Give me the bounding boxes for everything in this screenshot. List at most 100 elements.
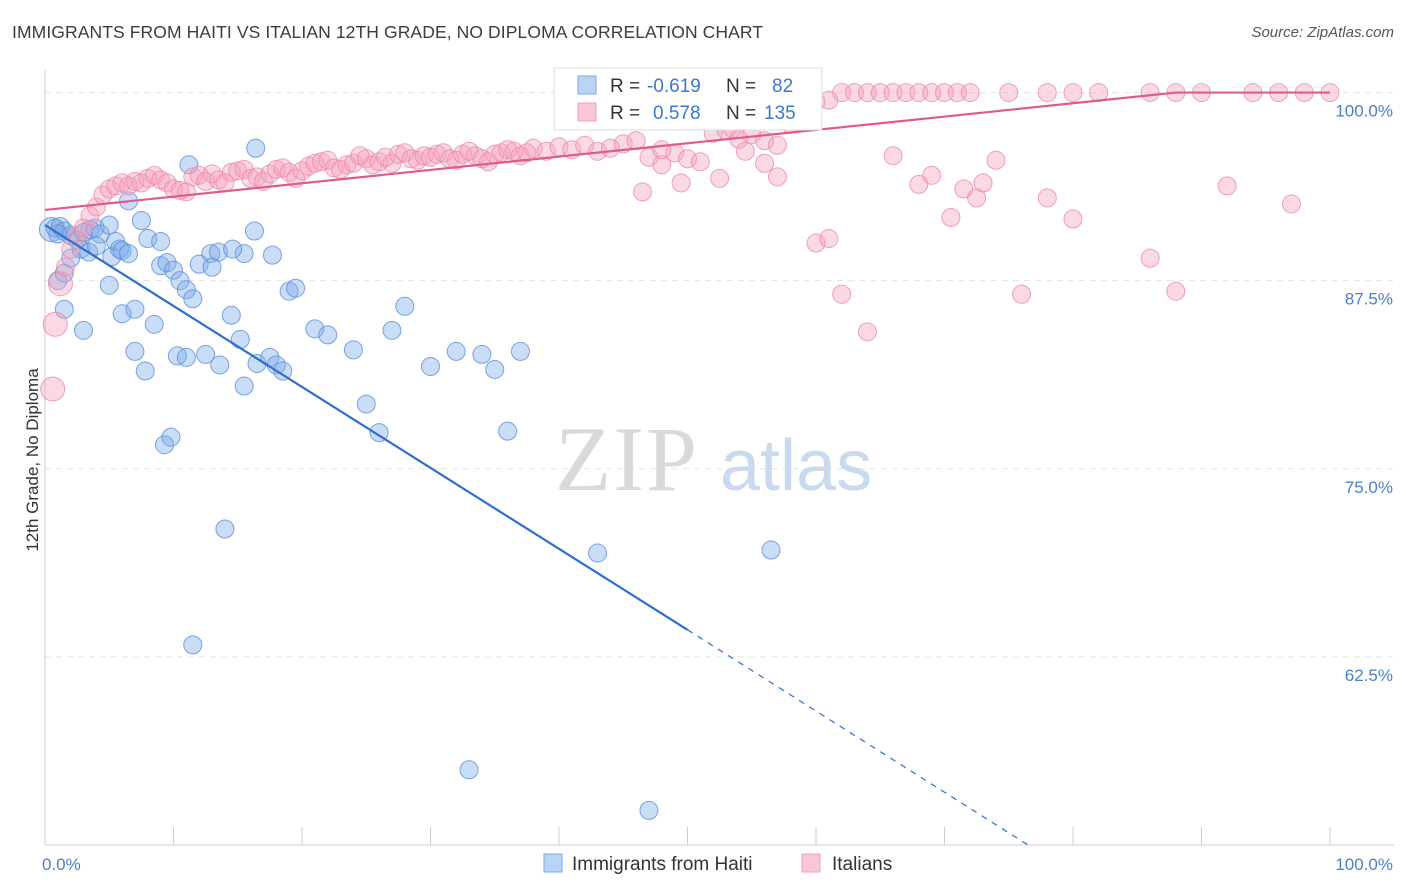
italians-point-14 — [125, 171, 145, 191]
italians-point-55 — [388, 144, 408, 164]
italians-point-130 — [806, 233, 826, 253]
italians-point-147 — [1217, 176, 1237, 196]
italians-point-77 — [536, 141, 556, 161]
haiti-point-18 — [102, 247, 122, 267]
italians-point-145 — [1140, 248, 1160, 268]
legend-frame — [553, 67, 823, 131]
italians-point-113 — [1063, 83, 1083, 103]
haiti-point-54 — [305, 319, 325, 339]
italians-point-45 — [324, 158, 344, 178]
italians-point-3 — [56, 257, 76, 277]
haiti-point-56 — [343, 340, 363, 360]
italians-point-111 — [999, 83, 1019, 103]
haiti-point-81 — [183, 635, 203, 655]
haiti-point-76 — [210, 355, 230, 375]
legend-n-label-italians: N = — [726, 103, 756, 124]
italians-point-88 — [678, 149, 697, 169]
haiti-point-22 — [131, 210, 151, 230]
haiti-point-53 — [286, 278, 306, 298]
italians-point-86 — [652, 155, 672, 175]
bottom-legend: Immigrants from Haiti Italians — [543, 853, 892, 875]
haiti-point-44 — [189, 254, 209, 274]
italians-point-0 — [40, 376, 66, 402]
italians-point-36 — [266, 159, 286, 179]
italians-point-133 — [857, 322, 877, 342]
legend-swatch-italians — [577, 102, 597, 122]
haiti-point-69 — [125, 341, 145, 361]
italians-point-20 — [164, 179, 183, 199]
italians-point-76 — [523, 138, 543, 158]
italians-point-134 — [883, 146, 903, 166]
legend-box: R = -0.619 N = 82 R = 0.578 N = 135 — [553, 67, 823, 131]
haiti-point-10 — [99, 215, 119, 235]
haiti-point-62 — [446, 341, 466, 361]
italians-point-143 — [1037, 188, 1057, 208]
italians-point-132 — [832, 284, 852, 304]
italians-point-42 — [305, 153, 325, 173]
haiti-point-29 — [244, 221, 264, 241]
axes — [44, 70, 1394, 846]
italians-point-128 — [755, 153, 775, 173]
x-tick-label-1: 100.0% — [1335, 855, 1393, 874]
haiti-point-48 — [234, 376, 254, 396]
legend-r-label-haiti: R = — [610, 76, 640, 97]
legend-n-value-italians: 135 — [764, 103, 796, 124]
legend-r-value-italians: 0.578 — [653, 103, 701, 124]
italians-point-83 — [613, 134, 633, 154]
italians-point-123 — [652, 140, 672, 160]
italians-point-57 — [401, 149, 421, 169]
italians-point-23 — [183, 167, 203, 187]
italians-point-125 — [710, 168, 730, 188]
italians-point-84 — [626, 131, 646, 151]
x-tick-label-0: 0.0% — [42, 855, 81, 874]
haiti-point-25 — [179, 155, 199, 175]
haiti-trend-line-extension — [687, 629, 1029, 846]
legend-n-label-haiti: N = — [726, 76, 756, 97]
haiti-point-78 — [215, 519, 235, 539]
italians-point-110 — [960, 83, 980, 103]
haiti-point-64 — [485, 359, 505, 379]
italians-point-72 — [498, 140, 518, 160]
italians-point-131 — [819, 229, 839, 249]
italians-point-127 — [735, 141, 755, 161]
italians-point-2 — [47, 271, 73, 297]
haiti-point-23 — [138, 229, 158, 249]
haiti-point-70 — [135, 361, 155, 381]
haiti-point-65 — [498, 421, 518, 441]
italians-point-129 — [767, 167, 787, 187]
italians-point-29 — [221, 162, 241, 182]
italians-point-48 — [343, 153, 363, 173]
italians-point-141 — [986, 150, 1006, 170]
watermark-zip: ZIP — [555, 408, 699, 510]
italians-point-6 — [74, 218, 94, 238]
haiti-point-60 — [395, 296, 415, 316]
haiti-point-79 — [588, 543, 608, 563]
italians-point-124 — [671, 173, 691, 193]
italians-point-43 — [311, 152, 331, 172]
haiti-point-63 — [472, 344, 492, 364]
y-tick-label-2: 75.0% — [1345, 478, 1393, 497]
haiti-point-47 — [230, 329, 250, 349]
haiti-point-43 — [183, 289, 203, 309]
haiti-trend-line — [44, 224, 689, 631]
watermark-atlas: atlas — [720, 426, 872, 506]
italians-point-142 — [1012, 284, 1032, 304]
chart-source: Source: ZipAtlas.com — [1251, 24, 1394, 41]
haiti-point-21 — [119, 244, 139, 264]
haiti-point-72 — [161, 427, 181, 447]
legend-swatch-haiti — [577, 75, 597, 95]
haiti-point-32 — [223, 239, 243, 259]
haiti-point-36 — [125, 299, 145, 319]
haiti-point-39 — [157, 253, 177, 273]
italians-point-32 — [241, 168, 261, 188]
italians-point-8 — [86, 197, 106, 217]
haiti-point-24 — [151, 232, 171, 252]
chart-title: IMMIGRANTS FROM HAITI VS ITALIAN 12TH GR… — [12, 22, 764, 42]
italians-point-61 — [427, 144, 447, 164]
haiti-point-46 — [221, 305, 241, 325]
haiti-point-71 — [155, 435, 175, 455]
haiti-point-40 — [164, 260, 183, 280]
legend-r-label-italians: R = — [610, 103, 640, 124]
haiti-point-34 — [99, 275, 119, 295]
